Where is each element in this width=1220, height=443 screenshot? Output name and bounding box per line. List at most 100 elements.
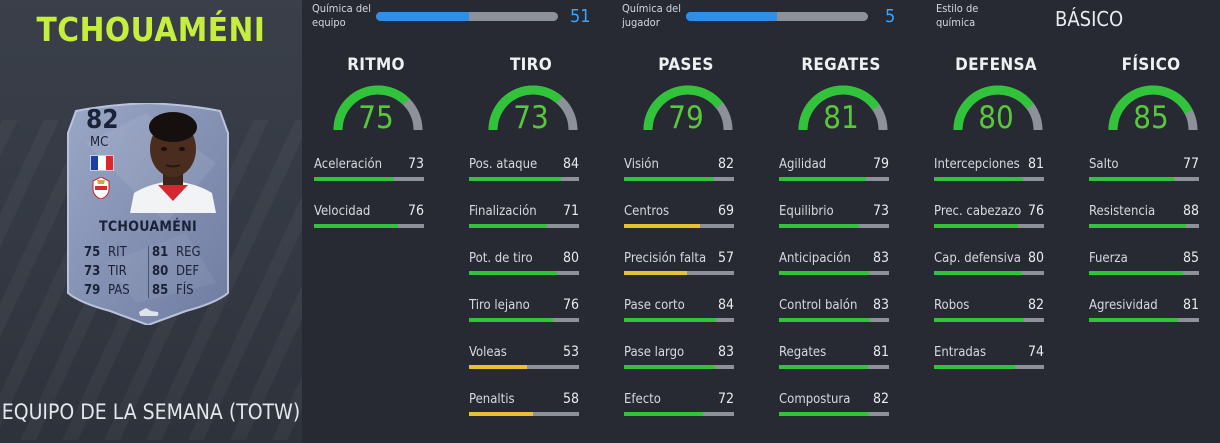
stat-bar xyxy=(779,412,889,416)
gauge-fill xyxy=(953,85,1034,131)
card-stat-value: 79 xyxy=(84,283,101,298)
category-value: 85 xyxy=(1133,100,1169,136)
stat-bar-fill xyxy=(934,224,1018,228)
stat-bar xyxy=(314,224,424,228)
stat-value: 77 xyxy=(1182,156,1199,172)
stat-centros: Centros 69 xyxy=(624,203,734,244)
stat-vision: Visión 82 xyxy=(624,156,734,197)
stat-bar-fill xyxy=(779,177,866,181)
stat-bar-fill xyxy=(624,224,700,228)
stat-bar xyxy=(1089,318,1199,322)
gauge-fill xyxy=(1108,85,1193,131)
stat-precision-falta: Precisión falta 57 xyxy=(624,250,734,291)
card-player-name: TCHOUAMÉNI xyxy=(99,219,197,235)
player-chemistry-label-line1: Química del xyxy=(622,2,681,15)
category-gauge xyxy=(798,85,888,131)
stat-bar xyxy=(469,412,579,416)
club-crest-icon xyxy=(92,177,110,199)
stat-value: 57 xyxy=(717,250,734,266)
stat-efecto: Efecto 72 xyxy=(624,391,734,432)
boot-icon xyxy=(139,308,159,316)
stat-label: Velocidad xyxy=(314,204,371,219)
stat-agresividad: Agresividad 81 xyxy=(1089,297,1199,338)
team-chemistry-value: 51 xyxy=(570,6,591,27)
card-stat-label: RIT xyxy=(108,245,127,260)
category-gauge xyxy=(643,85,733,131)
stat-pos-ataque: Pos. ataque 84 xyxy=(469,156,579,197)
stat-intercepciones: Intercepciones 81 xyxy=(934,156,1044,197)
category-gauge xyxy=(953,85,1043,131)
stat-bar xyxy=(779,271,889,275)
stat-bar-fill xyxy=(779,224,860,228)
stat-value: 83 xyxy=(872,250,889,266)
stat-prec-cabezazo: Prec. cabezazo 76 xyxy=(934,203,1044,244)
stat-label: Precisión falta xyxy=(624,251,707,266)
stat-bar-fill xyxy=(624,318,717,322)
player-panel: TCHOUAMÉNI 82 MC xyxy=(0,0,302,443)
card-stat-label: PAS xyxy=(108,283,130,298)
stat-bar xyxy=(469,318,579,322)
stat-finalizacion: Finalización 71 xyxy=(469,203,579,244)
stat-bar-fill xyxy=(934,365,1016,369)
stat-fuerza: Fuerza 85 xyxy=(1089,250,1199,291)
stat-bar-fill xyxy=(779,271,871,275)
stat-label: Visión xyxy=(624,157,659,172)
stat-label: Salto xyxy=(1089,157,1119,172)
stat-label: Pot. de tiro xyxy=(469,251,533,266)
stat-bar xyxy=(1089,177,1199,181)
stat-value: 76 xyxy=(562,297,579,313)
stat-robos: Robos 82 xyxy=(934,297,1044,338)
france-flag-icon xyxy=(90,155,114,171)
stat-control-balon: Control balón 83 xyxy=(779,297,889,338)
stat-bar xyxy=(469,177,579,181)
stat-bar-fill xyxy=(469,412,533,416)
stat-resistencia: Resistencia 88 xyxy=(1089,203,1199,244)
stat-bar xyxy=(624,412,734,416)
stat-bar xyxy=(1089,271,1199,275)
stat-bar-fill xyxy=(779,365,869,369)
stat-bar xyxy=(779,177,889,181)
stat-label: Penaltis xyxy=(469,392,515,407)
stat-bar xyxy=(624,271,734,275)
card-stat-value: 81 xyxy=(152,245,169,260)
stat-bar xyxy=(469,365,579,369)
stat-bar-fill xyxy=(1089,318,1179,322)
stat-bar xyxy=(624,365,734,369)
category-gauge xyxy=(1108,85,1198,131)
stat-pase-corto: Pase corto 84 xyxy=(624,297,734,338)
stat-value: 82 xyxy=(717,156,734,172)
stat-cap-defensiva: Cap. defensiva 80 xyxy=(934,250,1044,291)
card-stat-row: 73 TIR 80 DEF xyxy=(84,262,214,281)
category-title: TIRO xyxy=(509,55,553,75)
stat-value: 74 xyxy=(1027,344,1044,360)
team-chemistry-label: Química del equipo xyxy=(312,2,371,30)
stat-label: Regates xyxy=(779,345,827,360)
stat-bar-fill xyxy=(469,365,528,369)
stat-label: Agilidad xyxy=(779,157,827,172)
gauge-fill xyxy=(798,85,880,131)
stat-bar-fill xyxy=(779,412,870,416)
stat-bar xyxy=(779,365,889,369)
stat-value: 53 xyxy=(562,344,579,360)
category-title: RITMO xyxy=(347,55,405,75)
stat-value: 82 xyxy=(872,391,889,407)
player-face-image xyxy=(130,112,216,213)
chemistry-style-label-line1: Estilo de xyxy=(936,2,979,15)
stat-compostura: Compostura 82 xyxy=(779,391,889,432)
player-chemistry-bar xyxy=(686,12,868,21)
category-title: PASES xyxy=(658,55,714,75)
stat-value: 72 xyxy=(717,391,734,407)
team-chemistry-bar xyxy=(376,12,558,21)
stat-label: Prec. cabezazo xyxy=(934,204,1022,219)
stat-label: Entradas xyxy=(934,345,987,360)
player-card[interactable]: 82 MC TCHOUAMÉNI 75 RIT 81 REG 73 TI xyxy=(66,103,230,325)
category-value: 81 xyxy=(823,100,859,136)
stat-bar xyxy=(934,365,1044,369)
stat-bar xyxy=(624,177,734,181)
stat-bar-fill xyxy=(1089,271,1183,275)
stat-label: Cap. defensiva xyxy=(934,251,1021,266)
category-gauge xyxy=(333,85,423,131)
stat-label: Centros xyxy=(624,204,670,219)
stat-pase-largo: Pase largo 83 xyxy=(624,344,734,385)
stat-bar-fill xyxy=(624,177,715,181)
